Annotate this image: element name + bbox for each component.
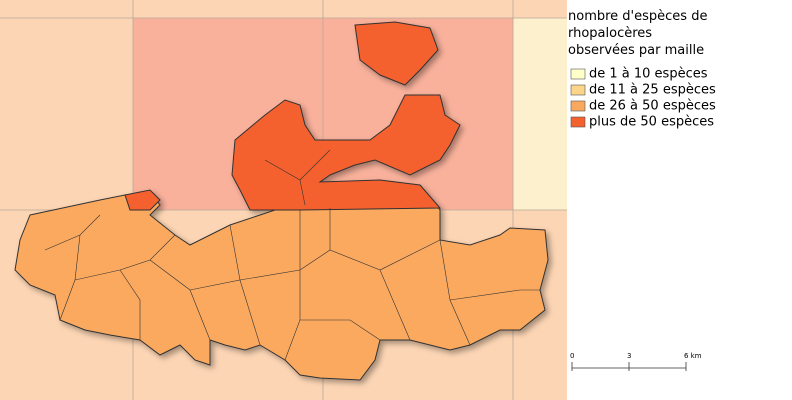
scale-label: 3 [627, 352, 631, 360]
scale-bar [571, 362, 687, 371]
legend-label: de 1 à 10 espèces [589, 67, 708, 82]
legend-label: plus de 50 espèces [589, 115, 714, 130]
scale-label: 6 km [684, 352, 702, 360]
legend-swatch [570, 84, 586, 96]
legend-swatch [570, 116, 586, 128]
legend-swatch [570, 100, 586, 112]
legend-label: de 11 à 25 espèces [589, 83, 716, 98]
communes [14, 21, 549, 381]
scale-label: 0 [570, 352, 574, 360]
commune-borders [44, 149, 540, 361]
legend-title: observées par maille [568, 43, 704, 58]
legend: nombre d'espèces de rhopalocères observé… [568, 9, 716, 130]
legend-swatch [570, 68, 586, 80]
legend-title: rhopalocères [568, 26, 652, 41]
legend-title: nombre d'espèces de [568, 9, 707, 24]
legend-label: de 26 à 50 espèces [589, 99, 716, 114]
